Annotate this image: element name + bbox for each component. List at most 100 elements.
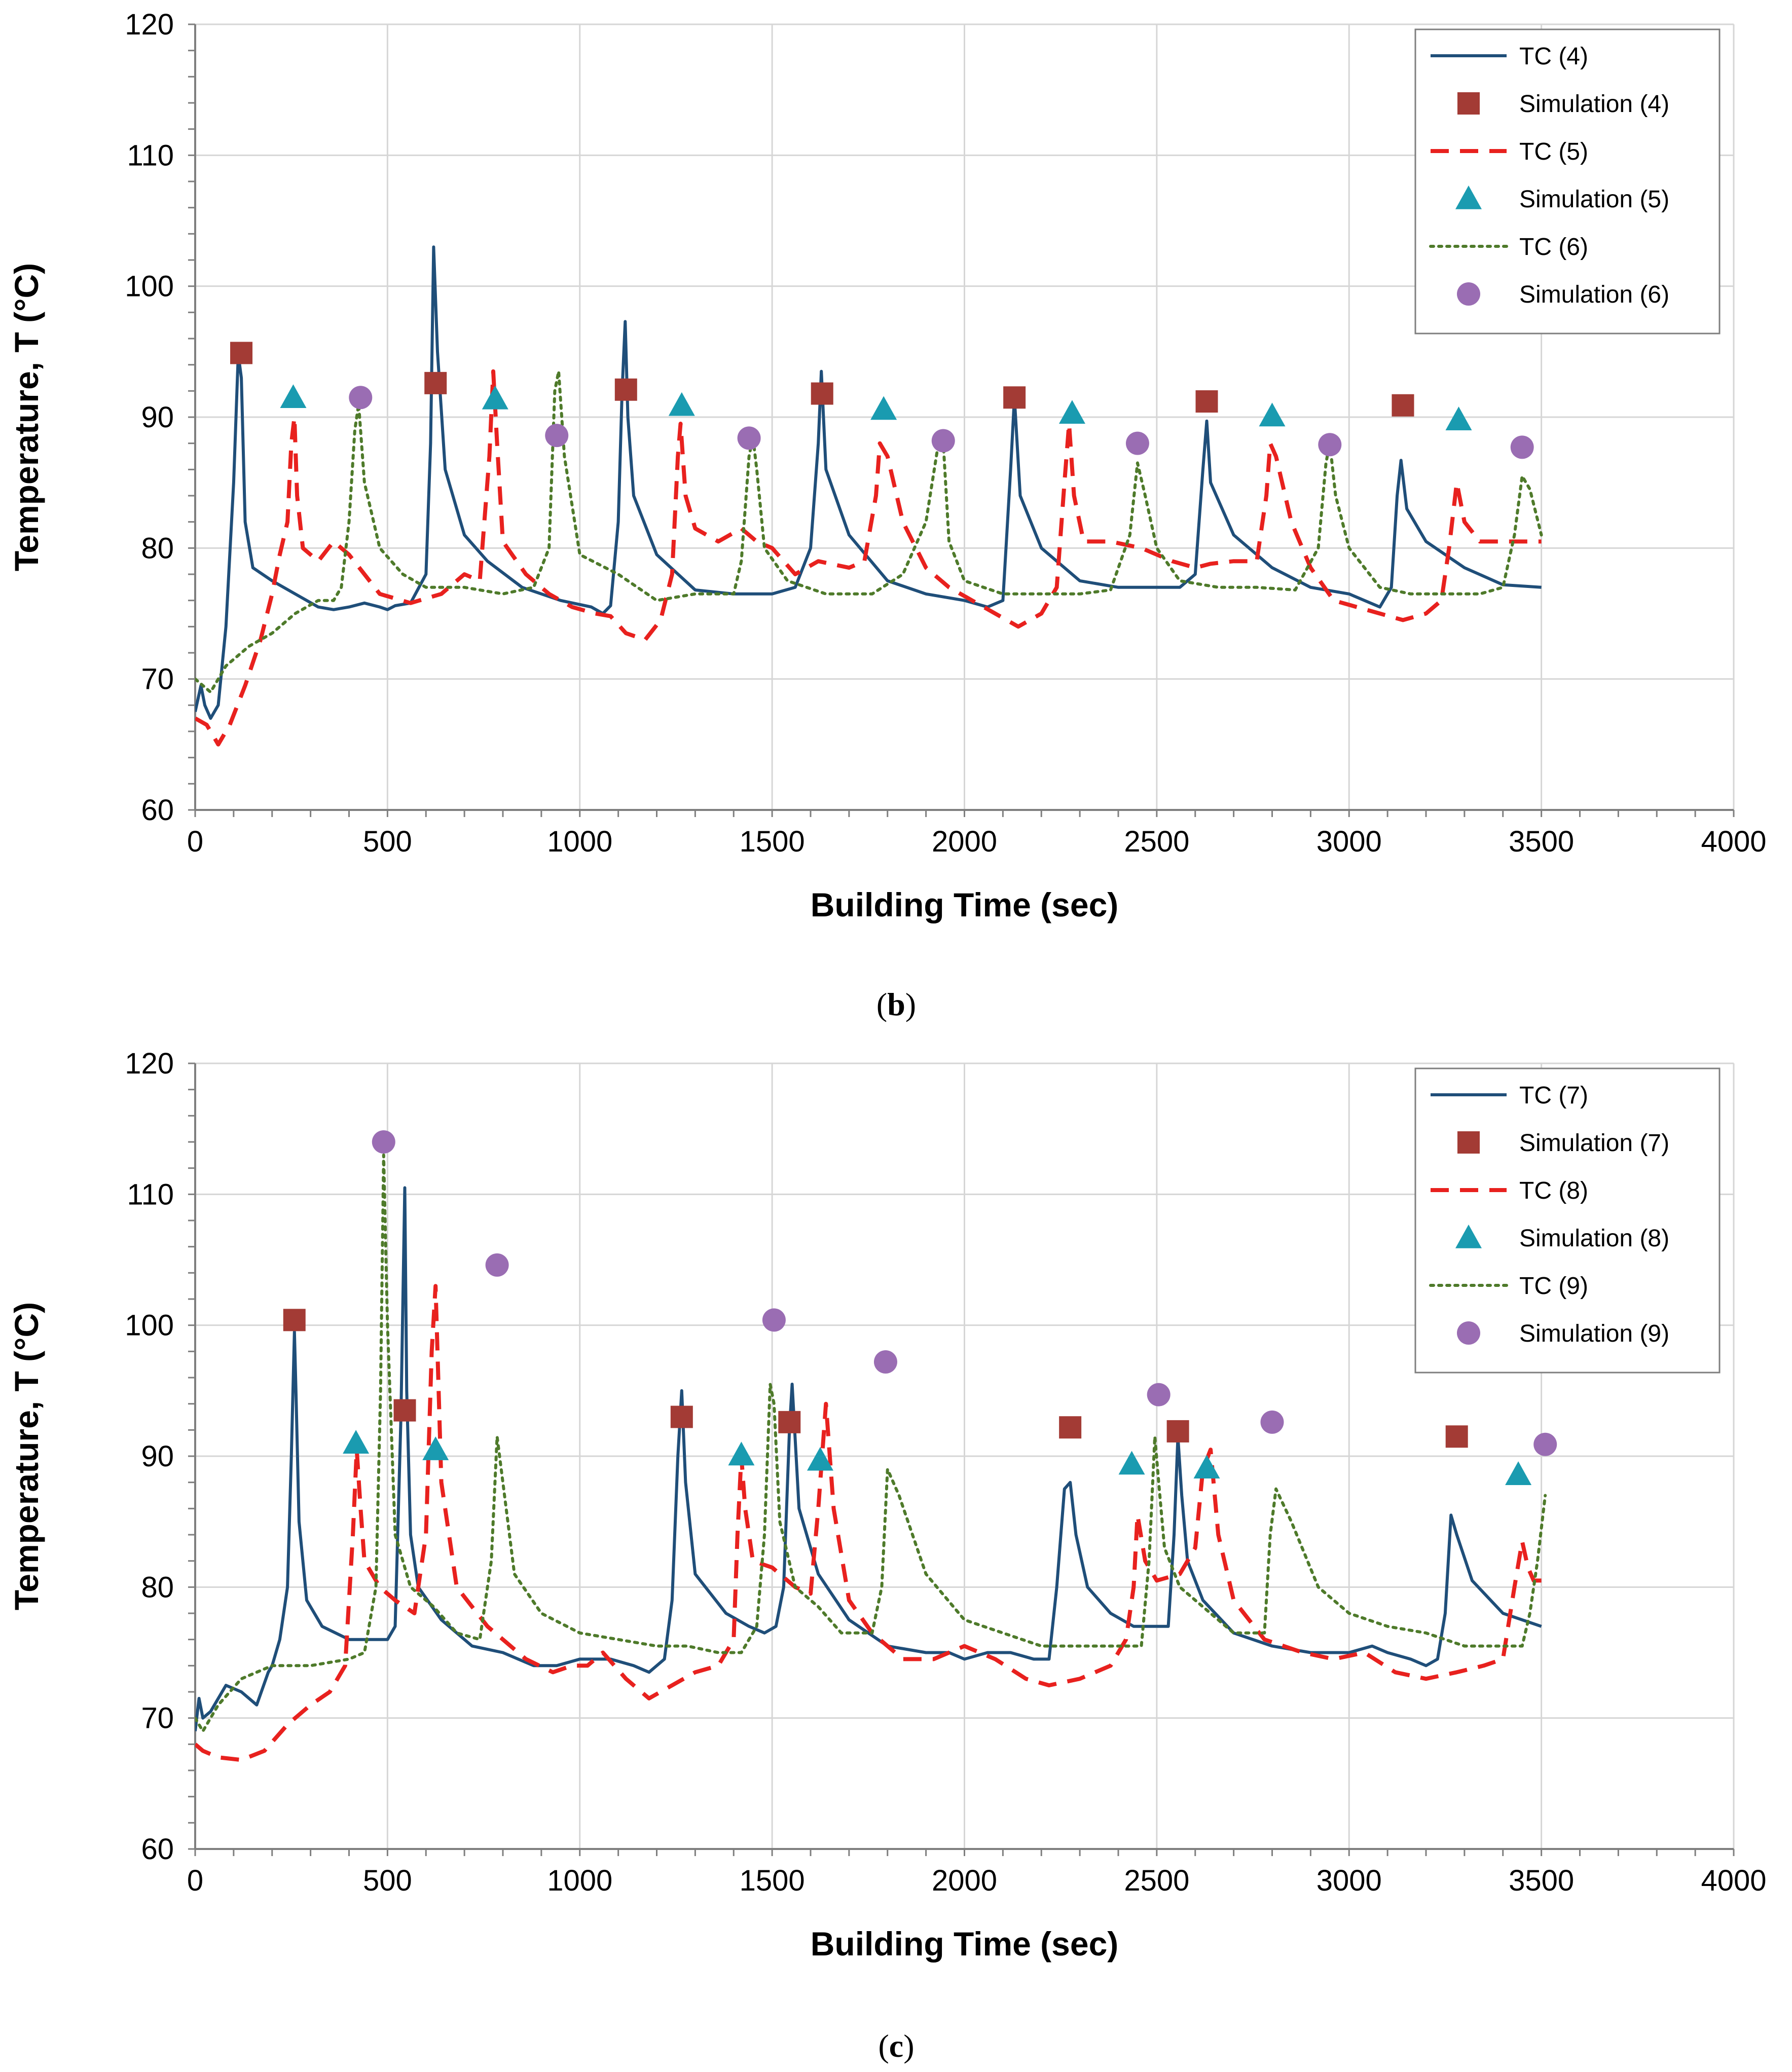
- panel-caption-letter: b: [887, 986, 905, 1022]
- x-tick-label: 2000: [932, 1864, 997, 1897]
- series-simulation-4-point: [614, 378, 637, 401]
- y-tick-label: 60: [141, 794, 174, 827]
- series-simulation-9-point: [873, 1350, 897, 1374]
- legend-label-simulation-6: Simulation (6): [1519, 281, 1669, 308]
- x-tick-label: 2500: [1124, 825, 1189, 858]
- legend-swatch-simulation-7: [1457, 1131, 1480, 1154]
- series-simulation-5-point: [870, 396, 897, 420]
- y-tick-label: 90: [141, 401, 174, 434]
- series-simulation-7-point: [1059, 1416, 1082, 1439]
- series-simulation-9-point: [1260, 1410, 1284, 1434]
- x-tick-label: 0: [187, 825, 203, 858]
- legend-label-tc-6: TC (6): [1519, 234, 1588, 261]
- series-simulation-7-point: [393, 1399, 416, 1422]
- series-tc-5-line: [195, 369, 1542, 747]
- series-simulation-9-point: [1533, 1432, 1557, 1456]
- series-tc-4-line: [195, 245, 1542, 720]
- series-simulation-4-point: [1003, 386, 1026, 409]
- series-simulation-6-point: [545, 424, 569, 448]
- series-simulation-6-markers: [349, 386, 1534, 459]
- x-tick-label: 500: [363, 1864, 412, 1897]
- chart-panel-b: 0 500 1000 1500 2000 2500 3000 3500 4000 60 70 80 90…: [8, 8, 1767, 923]
- y-tick-label: 110: [127, 139, 174, 172]
- series-simulation-4-point: [424, 372, 447, 394]
- x-tick-label: 2500: [1124, 1864, 1189, 1897]
- series-simulation-6-point: [1318, 433, 1342, 457]
- series-simulation-8-point: [1118, 1451, 1145, 1475]
- series-simulation-5-point: [482, 385, 508, 410]
- series-simulation-9-point: [1147, 1383, 1171, 1407]
- y-tick-label: 60: [141, 1833, 174, 1866]
- y-tick-label: 100: [125, 270, 174, 303]
- legend-label-simulation-9: Simulation (9): [1519, 1320, 1669, 1347]
- x-tick-label: 1000: [547, 1864, 612, 1897]
- y-tick-label: 80: [141, 532, 174, 565]
- x-tick-label: 3000: [1316, 1864, 1382, 1897]
- legend: TC (7) Simulation (7) TC (8) Simulation (8)…: [1414, 1067, 1721, 1374]
- legend-label-tc-4: TC (4): [1519, 43, 1588, 70]
- x-tick-label: 2000: [932, 825, 997, 858]
- series-simulation-8-markers: [343, 1430, 1532, 1485]
- y-axis-title: Temperature, T (°C): [8, 263, 45, 571]
- series-simulation-6-point: [349, 386, 373, 410]
- legend-label-tc-9: TC (9): [1519, 1273, 1588, 1300]
- series-simulation-8-point: [1505, 1461, 1532, 1485]
- x-tick-label: 4000: [1701, 825, 1766, 858]
- legend-swatch-simulation-4: [1457, 92, 1480, 115]
- series-simulation-7-point: [1166, 1420, 1189, 1442]
- series-simulation-9-point: [762, 1308, 786, 1332]
- legend-swatch-simulation-6: [1457, 282, 1480, 306]
- x-tick-label: 3500: [1509, 1864, 1574, 1897]
- legend-swatch-simulation-5: [1455, 186, 1482, 209]
- series-simulation-6-point: [1510, 435, 1534, 459]
- series-simulation-5-point: [668, 392, 695, 416]
- x-tick-label: 1500: [740, 1864, 805, 1897]
- legend-label-simulation-4: Simulation (4): [1519, 91, 1669, 118]
- x-tick-label: 1000: [547, 825, 612, 858]
- x-axis-title: Building Time (sec): [811, 1925, 1119, 1963]
- x-axis-title: Building Time (sec): [811, 886, 1119, 923]
- y-axis-title: Temperature, T (°C): [8, 1302, 45, 1610]
- series-simulation-7-point: [1445, 1425, 1468, 1448]
- y-tick-label: 100: [125, 1309, 174, 1342]
- x-tick-label: 1500: [740, 825, 805, 858]
- x-tick-label: 4000: [1701, 1864, 1766, 1897]
- y-tick-label: 80: [141, 1571, 174, 1604]
- series-simulation-4-point: [1195, 390, 1218, 413]
- x-tick-label: 500: [363, 825, 412, 858]
- legend-label-tc-5: TC (5): [1519, 138, 1588, 165]
- series-simulation-6-point: [931, 429, 955, 453]
- x-tick-label: 3000: [1316, 825, 1382, 858]
- x-tick-label: 0: [187, 1864, 203, 1897]
- series-simulation-5-point: [280, 384, 307, 409]
- legend-label-tc-8: TC (8): [1519, 1177, 1588, 1204]
- legend-label-simulation-7: Simulation (7): [1519, 1130, 1669, 1157]
- series-simulation-4-point: [1392, 394, 1414, 417]
- chart-panel-c: 0 500 1000 1500 2000 2500 3000 3500 4000 60 70 80 90…: [8, 1047, 1767, 1963]
- legend-swatch-simulation-8: [1455, 1225, 1482, 1248]
- panel-caption-letter: c: [889, 2028, 903, 2064]
- series-simulation-5-point: [1058, 400, 1085, 424]
- series-simulation-5-point: [1445, 406, 1472, 430]
- panel-caption-c: (c): [878, 2028, 914, 2064]
- y-tick-label: 70: [141, 663, 174, 696]
- series-simulation-8-point: [807, 1447, 833, 1471]
- series-simulation-7-point: [778, 1411, 801, 1433]
- panel-caption-b: (b): [876, 986, 916, 1022]
- series-simulation-4-point: [230, 342, 253, 364]
- series-simulation-7-point: [283, 1309, 306, 1331]
- series-tc-9-line: [195, 1153, 1547, 1733]
- series-simulation-5-markers: [280, 384, 1472, 430]
- series-simulation-8-point: [728, 1441, 755, 1466]
- series-simulation-8-point: [343, 1430, 370, 1454]
- series-simulation-8-point: [422, 1436, 449, 1460]
- legend-swatch-simulation-9: [1457, 1321, 1480, 1345]
- legend-label-simulation-8: Simulation (8): [1519, 1225, 1669, 1252]
- legend-label-tc-7: TC (7): [1519, 1082, 1588, 1109]
- y-tick-label: 70: [141, 1702, 174, 1735]
- series-simulation-4-point: [811, 382, 833, 405]
- series-tc-7-line: [195, 1186, 1542, 1731]
- series-simulation-5-point: [1259, 402, 1286, 427]
- x-tick-label: 3500: [1509, 825, 1574, 858]
